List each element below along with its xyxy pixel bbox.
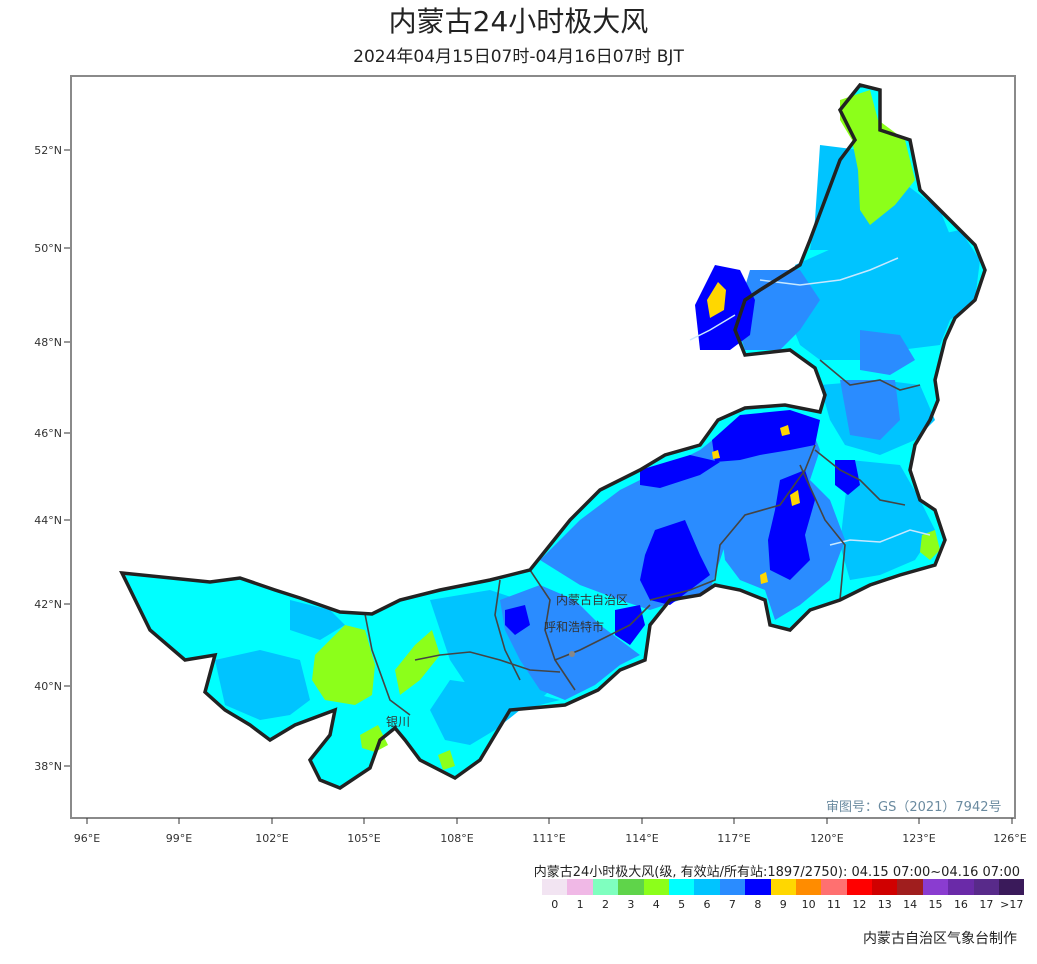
yinchuan-label: 银川 xyxy=(386,715,410,729)
legend-label: 3 xyxy=(627,898,635,911)
legend-swatch xyxy=(668,879,695,895)
lat-tick: 52°N xyxy=(34,144,62,157)
legend-swatch xyxy=(846,879,873,895)
lat-axis: 52°N 50°N 48°N 46°N 44°N 42°N 40°N 38°N xyxy=(34,144,70,773)
region-border xyxy=(119,83,987,790)
lat-tick: 46°N xyxy=(34,427,62,440)
legend-color-bar xyxy=(542,879,1025,895)
legend-label: 7 xyxy=(728,898,736,911)
legend-label: 5 xyxy=(678,898,686,911)
legend-swatch xyxy=(770,879,796,895)
legend-label: 0 xyxy=(551,898,559,911)
legend-label: 16 xyxy=(953,898,968,911)
legend-swatch xyxy=(973,879,1000,895)
lon-tick: 99°E xyxy=(166,832,192,845)
legend-swatch xyxy=(567,879,593,895)
legend-swatch xyxy=(694,879,720,895)
legend-swatch xyxy=(542,879,568,895)
legend-swatch xyxy=(795,879,822,895)
approval-number: 审图号：GS（2021）7942号 xyxy=(826,800,1002,815)
legend-label: 4 xyxy=(652,898,660,911)
legend-label: 1 xyxy=(576,898,584,911)
lon-tick: 105°E xyxy=(347,832,380,845)
lon-tick: 111°E xyxy=(532,832,565,845)
legend-label: 15 xyxy=(928,898,943,911)
legend-label: 14 xyxy=(903,898,918,911)
legend-label: 17 xyxy=(979,898,994,911)
legend-swatch xyxy=(719,879,746,895)
legend-swatch xyxy=(592,879,619,895)
lon-tick: 123°E xyxy=(902,832,935,845)
legend-swatch xyxy=(872,879,898,895)
legend-label: 6 xyxy=(703,898,711,911)
legend-swatch xyxy=(643,879,669,895)
lat-tick: 44°N xyxy=(34,514,62,527)
lon-tick: 117°E xyxy=(717,832,750,845)
region-label: 内蒙古自治区 xyxy=(556,592,628,607)
lat-tick: 38°N xyxy=(34,760,62,773)
legend-label: 13 xyxy=(877,898,892,911)
legend-swatch xyxy=(948,879,974,895)
legend-label: 2 xyxy=(601,898,609,911)
lon-tick: 114°E xyxy=(625,832,658,845)
legend-swatch xyxy=(922,879,949,895)
legend-swatch xyxy=(999,879,1025,895)
legend-swatch xyxy=(618,879,644,895)
lon-tick: 108°E xyxy=(440,832,473,845)
credit-text: 内蒙古自治区气象台制作 xyxy=(863,931,1017,947)
legend-label: 8 xyxy=(754,898,762,911)
legend-swatch xyxy=(821,879,847,895)
lon-tick: 120°E xyxy=(810,832,843,845)
legend-swatch xyxy=(897,879,923,895)
legend-labels: 0 1 2 3 4 5 6 7 8 9 10 11 12 13 14 15 16 17 >17 xyxy=(542,898,1024,911)
legend-label: 12 xyxy=(852,898,867,911)
lat-tick: 42°N xyxy=(34,598,62,611)
legend-swatch xyxy=(745,879,771,895)
legend-label: 11 xyxy=(826,898,841,911)
map-title: 内蒙古24小时极大风 xyxy=(388,5,649,38)
map-subtitle: 2024年04月15日07时-04月16日07时 BJT xyxy=(353,47,684,67)
lat-tick: 48°N xyxy=(34,336,62,349)
legend-label: 10 xyxy=(801,898,816,911)
lon-tick: 96°E xyxy=(74,832,100,845)
legend-label: >17 xyxy=(1000,898,1024,911)
lat-tick: 50°N xyxy=(34,242,62,255)
lon-axis: 96°E 99°E 102°E 105°E 108°E 111°E 114°E … xyxy=(74,818,1027,845)
city-marker xyxy=(569,651,575,657)
lat-tick: 40°N xyxy=(34,680,62,693)
lon-tick: 102°E xyxy=(255,832,288,845)
legend-title: 内蒙古24小时极大风(级, 有效站/所有站:1897/2750): 04.15 … xyxy=(533,865,1020,880)
capital-label: 呼和浩特市 xyxy=(544,619,604,634)
lon-tick: 126°E xyxy=(993,832,1026,845)
legend-label: 9 xyxy=(779,898,787,911)
